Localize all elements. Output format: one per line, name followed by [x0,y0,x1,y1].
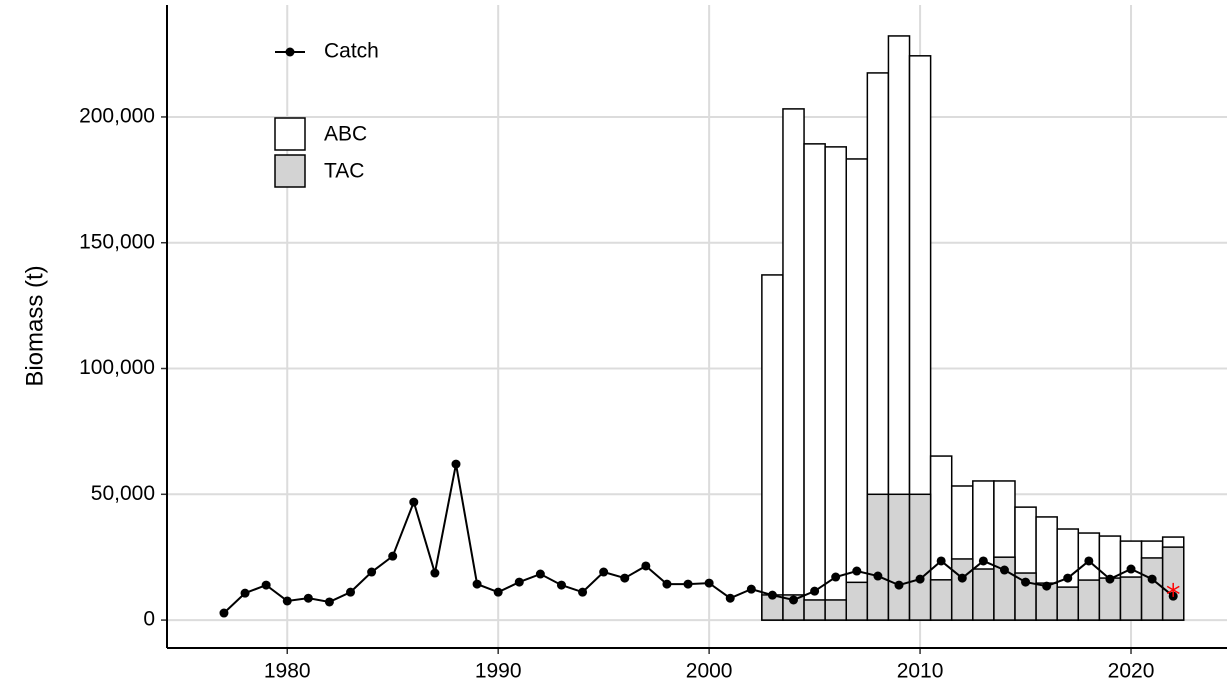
point [324,597,334,607]
point [451,459,461,469]
point [894,580,904,590]
point [578,587,588,597]
legend-swatch [274,117,306,151]
legend-label: TAC [324,160,364,183]
point [1042,581,1052,591]
bar [824,146,847,621]
bar [845,581,869,621]
point [683,579,693,589]
point [620,573,630,583]
point [1147,574,1157,584]
point [1105,574,1115,584]
y-tick-label: 0 [143,608,155,631]
point [767,590,777,600]
point [1126,564,1136,574]
point [303,593,313,603]
bar [761,274,784,621]
x-tick-label: 1990 [475,660,522,683]
bar [1098,577,1122,621]
point [641,561,651,571]
legend-label: ABC [324,123,367,146]
point [261,580,271,590]
bar [1140,557,1164,621]
point [1021,577,1031,587]
point [556,580,566,590]
line [223,463,1174,614]
point [810,586,820,596]
bar [950,558,974,621]
bar [1119,576,1143,621]
bar [1056,586,1080,621]
x-tick-label: 2000 [686,660,733,683]
point [999,565,1009,575]
bar [782,108,805,621]
legend-label: Catch [324,40,379,63]
point [493,587,503,597]
bar [803,599,826,621]
point [1084,556,1094,566]
projected-marker [1166,582,1180,597]
point [346,587,356,597]
point [873,571,883,581]
point [599,567,609,577]
point [514,577,524,587]
point [957,573,967,583]
x-tick-label: 1980 [264,660,311,683]
point [388,551,398,561]
point [282,596,292,606]
y-tick-label: 150,000 [79,230,155,253]
point [936,556,946,566]
bar [887,493,911,621]
point [240,588,250,598]
legend-point [285,47,295,57]
y-tick-label: 100,000 [79,356,155,379]
y-tick-label: 50,000 [91,482,155,505]
point [409,497,419,507]
legend-swatch [274,154,306,188]
point [430,568,440,578]
y-tick-label: 200,000 [79,104,155,127]
bar [803,143,826,621]
point [219,608,229,618]
point [746,584,756,594]
point [367,567,377,577]
bar [1077,579,1101,621]
bar [866,493,890,621]
bar [908,493,932,621]
point [831,572,841,582]
bar [929,579,953,621]
x-tick-label: 2010 [897,660,944,683]
y-axis-title: Biomass (t) [21,265,48,386]
x-tick-label: 2020 [1108,660,1155,683]
bar [845,158,869,621]
point [472,579,482,589]
point [915,574,925,584]
projected-stroke [1166,585,1180,595]
bar [972,568,995,621]
point [725,593,735,603]
point [1063,573,1073,583]
point [535,569,545,579]
point [662,579,672,589]
point [978,556,988,566]
point [789,595,799,605]
point [704,578,714,588]
bar [824,599,847,621]
point [852,566,862,576]
